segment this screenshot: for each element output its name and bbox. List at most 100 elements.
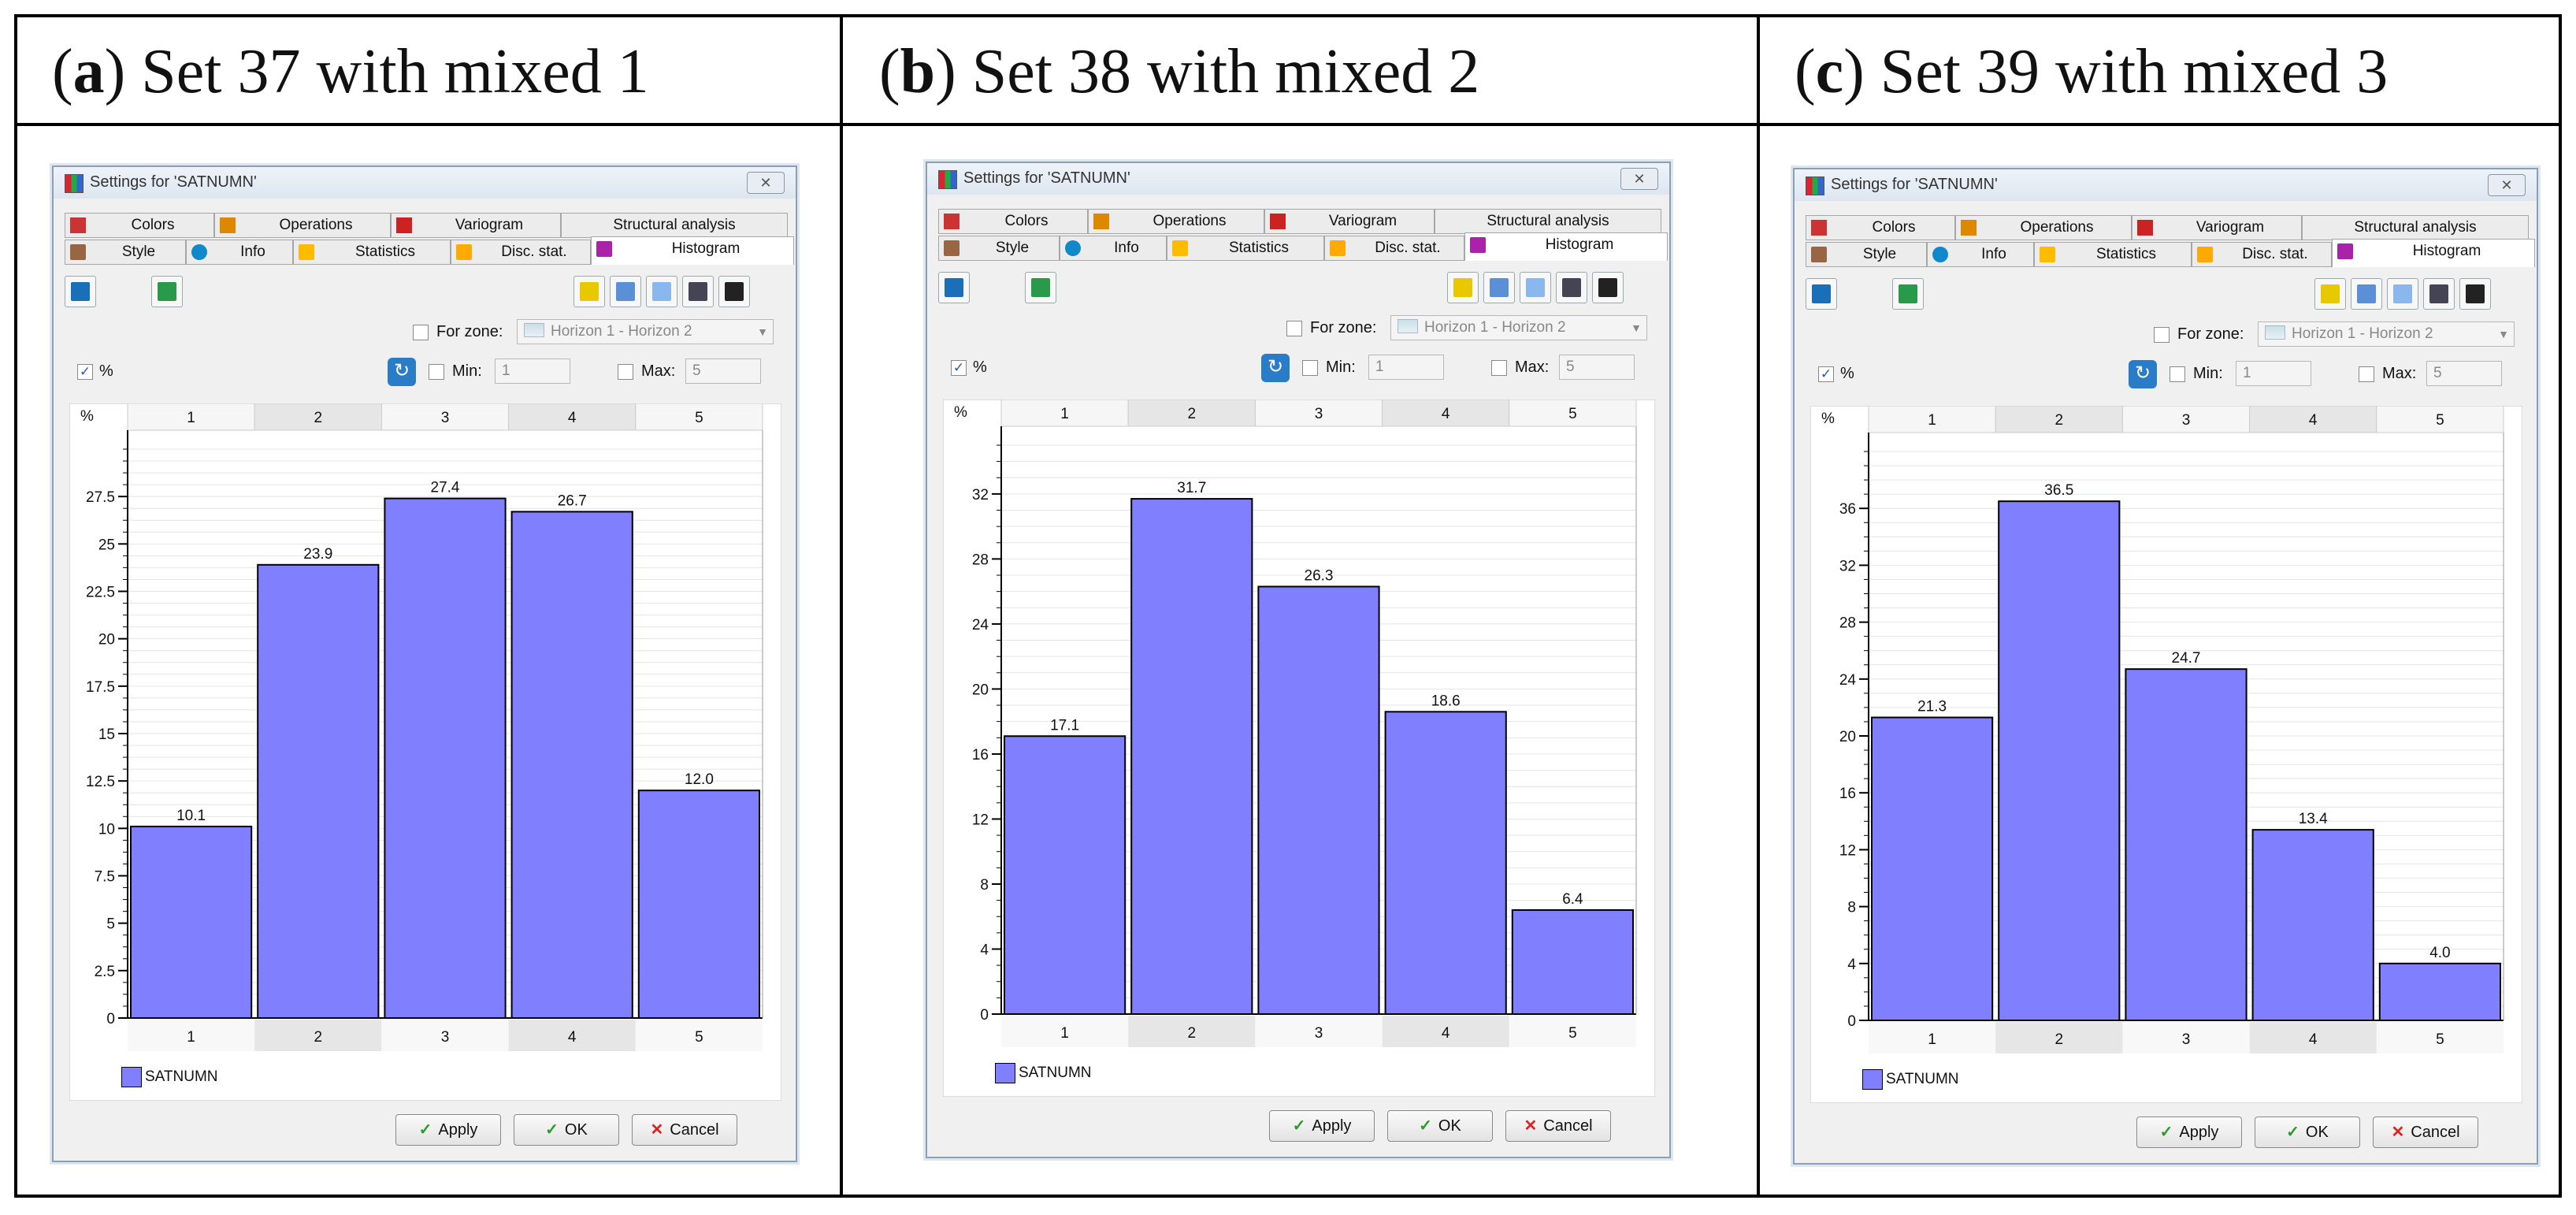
tab-disc-stat[interactable]: Disc. stat.: [2192, 242, 2332, 267]
ruler-button[interactable]: [2351, 278, 2382, 310]
bar[interactable]: [2251, 829, 2374, 1021]
help-button[interactable]: [2387, 278, 2418, 310]
tab-colors[interactable]: Colors: [1806, 215, 1955, 240]
zone-select[interactable]: Horizon 1 - Horizon 2 ▼: [1390, 315, 1647, 340]
bar[interactable]: [1511, 908, 1634, 1016]
max-checkbox[interactable]: [618, 364, 633, 380]
apply-button[interactable]: ✓ Apply: [395, 1114, 501, 1146]
tab-info[interactable]: Info: [186, 240, 293, 265]
min-checkbox[interactable]: [2170, 366, 2185, 382]
max-input[interactable]: 5: [1559, 355, 1635, 380]
min-checkbox[interactable]: [1302, 360, 1318, 376]
help-button[interactable]: [646, 276, 677, 307]
min-input[interactable]: 1: [495, 359, 570, 384]
bar[interactable]: [1871, 716, 1994, 1021]
tab-statistics[interactable]: Statistics: [293, 240, 451, 265]
cube-button[interactable]: [573, 276, 605, 307]
min-input[interactable]: 1: [1368, 355, 1444, 380]
close-button[interactable]: ✕: [747, 172, 785, 194]
print-button[interactable]: [2423, 278, 2455, 310]
print-button[interactable]: [682, 276, 714, 307]
tab-variogram[interactable]: Variogram: [2132, 215, 2302, 240]
percent-checkbox[interactable]: ✓: [1818, 366, 1834, 382]
color-grid-button[interactable]: [151, 276, 183, 307]
max-input[interactable]: 5: [2426, 361, 2502, 386]
bar[interactable]: [384, 497, 507, 1020]
zone-select[interactable]: Horizon 1 - Horizon 2 ▼: [517, 319, 774, 344]
tab-style[interactable]: Style: [65, 240, 186, 265]
tab-operations[interactable]: Operations: [1955, 215, 2132, 240]
help-button[interactable]: [1520, 272, 1551, 303]
tab-info[interactable]: Info: [1927, 242, 2034, 267]
tab-variogram[interactable]: Variogram: [1264, 209, 1435, 234]
for-zone-checkbox[interactable]: [413, 325, 429, 340]
bar[interactable]: [510, 511, 633, 1020]
print-button[interactable]: [1556, 272, 1587, 303]
tab-histogram[interactable]: Histogram: [1464, 232, 1668, 261]
bar[interactable]: [637, 790, 760, 1019]
ruler-button[interactable]: [1483, 272, 1515, 303]
color-grid-button[interactable]: [1025, 272, 1056, 303]
max-input[interactable]: 5: [685, 359, 761, 384]
tab-style[interactable]: Style: [938, 236, 1060, 261]
bar[interactable]: [1384, 711, 1507, 1015]
filter-button[interactable]: [65, 276, 96, 307]
tab-operations[interactable]: Operations: [214, 213, 391, 238]
refresh-button[interactable]: ↻: [388, 358, 416, 386]
apply-button[interactable]: ✓ Apply: [2136, 1117, 2242, 1148]
tab-info[interactable]: Info: [1060, 236, 1167, 261]
tab-disc-stat[interactable]: Disc. stat.: [451, 240, 591, 265]
camera-button[interactable]: [718, 276, 750, 307]
ok-button[interactable]: ✓ OK: [514, 1114, 619, 1146]
cancel-button[interactable]: ✕ Cancel: [632, 1114, 737, 1146]
camera-button[interactable]: [2459, 278, 2491, 310]
cube-button[interactable]: [2314, 278, 2346, 310]
apply-button[interactable]: ✓ Apply: [1269, 1110, 1375, 1142]
ok-button[interactable]: ✓ OK: [1387, 1110, 1493, 1142]
ok-button[interactable]: ✓ OK: [2255, 1117, 2360, 1148]
color-grid-button[interactable]: [1892, 278, 1924, 310]
tab-histogram[interactable]: Histogram: [591, 236, 794, 265]
tab-statistics[interactable]: Statistics: [1167, 236, 1324, 261]
close-button[interactable]: ✕: [1620, 168, 1658, 190]
cancel-button[interactable]: ✕ Cancel: [1505, 1110, 1611, 1142]
tab-structural-analysis[interactable]: Structural analysis: [2302, 215, 2529, 240]
cancel-button[interactable]: ✕ Cancel: [2373, 1117, 2478, 1148]
tab-operations[interactable]: Operations: [1088, 209, 1264, 234]
settings-dialog: Settings for 'SATNUMN' ✕ Colors Operations V…: [1793, 168, 2538, 1165]
for-zone-checkbox[interactable]: [1286, 321, 1302, 336]
tab-colors[interactable]: Colors: [65, 213, 214, 238]
for-zone-checkbox[interactable]: [2154, 327, 2170, 343]
bar[interactable]: [1257, 585, 1380, 1015]
refresh-button[interactable]: ↻: [1261, 354, 1290, 382]
tab-variogram[interactable]: Variogram: [391, 213, 561, 238]
camera-button[interactable]: [1592, 272, 1624, 303]
tab-structural-analysis[interactable]: Structural analysis: [561, 213, 788, 238]
close-button[interactable]: ✕: [2488, 174, 2526, 196]
bar[interactable]: [2378, 962, 2501, 1021]
bar[interactable]: [130, 825, 253, 1020]
filter-button[interactable]: [938, 272, 970, 303]
tab-histogram[interactable]: Histogram: [2332, 239, 2535, 267]
tab-style[interactable]: Style: [1806, 242, 1927, 267]
percent-checkbox[interactable]: ✓: [951, 360, 967, 376]
filter-button[interactable]: [1806, 278, 1837, 310]
tab-structural-analysis[interactable]: Structural analysis: [1435, 209, 1661, 234]
min-checkbox[interactable]: [429, 364, 444, 380]
zone-select[interactable]: Horizon 1 - Horizon 2 ▼: [2258, 321, 2515, 347]
tab-disc-stat[interactable]: Disc. stat.: [1324, 236, 1464, 261]
max-checkbox[interactable]: [2359, 366, 2374, 382]
bar[interactable]: [1004, 735, 1127, 1015]
max-checkbox[interactable]: [1491, 360, 1507, 376]
tab-statistics[interactable]: Statistics: [2034, 242, 2192, 267]
min-input[interactable]: 1: [2236, 361, 2311, 386]
bar[interactable]: [2125, 668, 2248, 1021]
percent-checkbox[interactable]: ✓: [77, 364, 93, 380]
bar[interactable]: [257, 563, 380, 1020]
bar[interactable]: [1998, 500, 2121, 1022]
refresh-button[interactable]: ↻: [2129, 360, 2157, 388]
tab-colors[interactable]: Colors: [938, 209, 1088, 234]
cube-button[interactable]: [1447, 272, 1479, 303]
bar[interactable]: [1130, 498, 1253, 1016]
ruler-button[interactable]: [610, 276, 641, 307]
